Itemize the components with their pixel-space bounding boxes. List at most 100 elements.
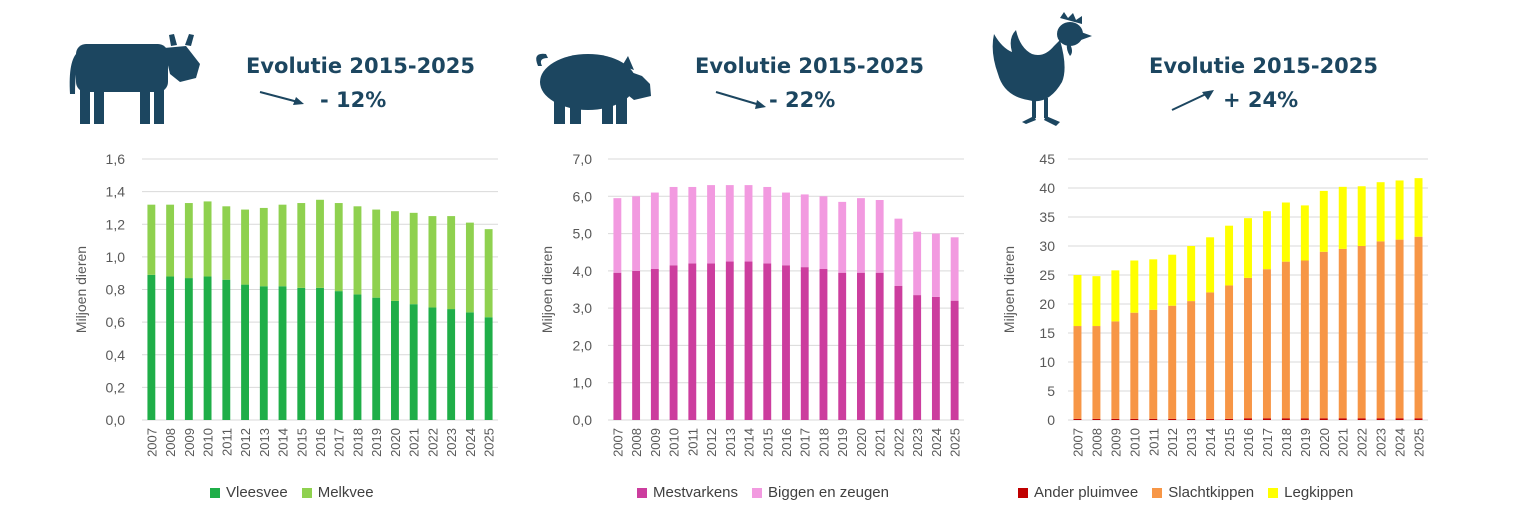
bar-segment [1281, 418, 1290, 420]
x-tick-label: 2019 [369, 428, 384, 457]
y-tick-label: 3,0 [573, 300, 593, 316]
x-tick-label: 2021 [1336, 428, 1351, 457]
bar-segment [428, 216, 437, 308]
bar-segment [800, 267, 809, 420]
bar-segment [241, 209, 249, 285]
legend-label: Vleesvee [226, 484, 288, 501]
x-tick-label: 2023 [444, 428, 459, 457]
bar-segment [166, 204, 175, 277]
legend-swatch [301, 487, 312, 498]
x-tick-label: 2014 [742, 428, 757, 457]
bar-segment [1414, 178, 1423, 237]
bar-segment [484, 317, 493, 420]
legend-poultry: Ander pluimvee Slachtkippen Legkippen [1018, 484, 1353, 501]
bar-segment [1073, 418, 1082, 420]
bar-segment [409, 212, 418, 305]
legend-label: Mestvarkens [653, 484, 739, 501]
bar-segment [800, 194, 809, 268]
bar-segment [875, 200, 884, 273]
y-tick-label: 40 [1039, 180, 1055, 196]
evolution-title: Evolutie 2015-2025 [1149, 54, 1379, 78]
panel-pigs: Evolutie 2015-2025 - 22% 0,0 1,0 2,0 3,0 4,0… [510, 0, 1000, 525]
y-axis-label: Miljoen dieren [1001, 246, 1017, 333]
evolution-title: Evolutie 2015-2025 [246, 54, 476, 78]
x-tick-label: 2017 [1260, 428, 1275, 457]
legend-item-ander-pluimvee: Ander pluimvee [1018, 484, 1138, 501]
bar-segment [1092, 326, 1101, 419]
legend-label: Legkippen [1284, 484, 1354, 501]
y-tick-label: 5 [1047, 383, 1055, 399]
bar-segment [465, 222, 474, 313]
bar-segment [1414, 236, 1423, 419]
y-tick-label: 25 [1039, 267, 1055, 283]
x-tick-label: 2024 [1393, 428, 1408, 457]
x-tick-label: 2008 [1089, 428, 1104, 457]
y-tick-label: 0,0 [573, 412, 593, 428]
bar-segment [1319, 190, 1328, 252]
y-axis-label: Miljoen dieren [539, 246, 555, 333]
bar-segment [763, 186, 772, 264]
x-tick-label: 2008 [163, 428, 178, 457]
bar-segment [465, 312, 474, 420]
y-tick-label: 0,4 [106, 347, 126, 363]
x-tick-label: 2012 [238, 428, 253, 457]
bar-segment [222, 206, 231, 280]
bar-segment [1149, 418, 1158, 420]
bar-segment [688, 263, 697, 420]
x-tick-label: 2016 [779, 428, 794, 457]
x-tick-label: 2008 [629, 428, 644, 457]
bar-segment [1244, 218, 1252, 278]
x-tick-label: 2017 [332, 428, 347, 457]
y-tick-label: 45 [1039, 151, 1055, 167]
x-tick-label: 2017 [798, 428, 813, 457]
legend-label: Melkvee [317, 484, 374, 501]
bar-segment [1262, 269, 1271, 419]
bar-segment [931, 296, 940, 420]
legend-swatch [637, 487, 647, 498]
chicken-icon [992, 12, 1092, 126]
bar-segment [894, 218, 903, 286]
bar-segment [1225, 285, 1234, 419]
bar-segment [184, 278, 193, 420]
bar-segment [297, 203, 306, 288]
bar-segment [1262, 418, 1271, 420]
bar-segment [744, 261, 753, 420]
bar-segment [744, 185, 753, 262]
evolution-title: Evolutie 2015-2025 [695, 54, 925, 78]
y-tick-label: 10 [1039, 354, 1055, 370]
y-tick-label: 1,6 [106, 151, 126, 167]
bar-segment [1206, 237, 1215, 293]
bar-segment [632, 270, 641, 420]
bar-segment [613, 198, 622, 273]
bar-segment [894, 285, 903, 420]
bar-segment [1357, 186, 1366, 246]
bar-segment [166, 276, 175, 420]
bar-segment [1092, 418, 1101, 420]
bar-segment [1111, 418, 1120, 420]
x-tick-label: 2022 [1355, 428, 1370, 457]
bar-segment [278, 204, 287, 287]
bar-segment [1206, 418, 1215, 420]
bar-segment [297, 287, 306, 420]
bar-segment [707, 185, 715, 264]
panel-poultry: Evolutie 2015-2025 + 24% 0 5 10 15 20 25 30 35 4… [992, 0, 1540, 525]
x-tick-label: 2011 [219, 428, 234, 456]
x-tick-label: 2007 [610, 428, 625, 457]
x-tick-label: 2009 [648, 428, 663, 457]
bar-segment [428, 307, 437, 420]
y-tick-label: 20 [1039, 296, 1055, 312]
bar-segment [1111, 270, 1120, 322]
bar-segment [1168, 418, 1177, 420]
x-tick-label: 2012 [704, 428, 719, 457]
bar-segment [1281, 202, 1290, 262]
bar-segment [1073, 326, 1082, 419]
legend-label: Biggen en zeugen [768, 484, 889, 501]
legend-item-slachtkippen: Slachtkippen [1152, 484, 1254, 501]
bar-segment [782, 192, 790, 266]
x-tick-label: 2014 [1203, 428, 1218, 457]
x-tick-label: 2011 [685, 428, 700, 456]
bar-segment [650, 268, 659, 420]
bar-segment [447, 216, 456, 310]
bar-segment [1149, 259, 1158, 310]
y-tick-label: 1,2 [106, 216, 126, 232]
